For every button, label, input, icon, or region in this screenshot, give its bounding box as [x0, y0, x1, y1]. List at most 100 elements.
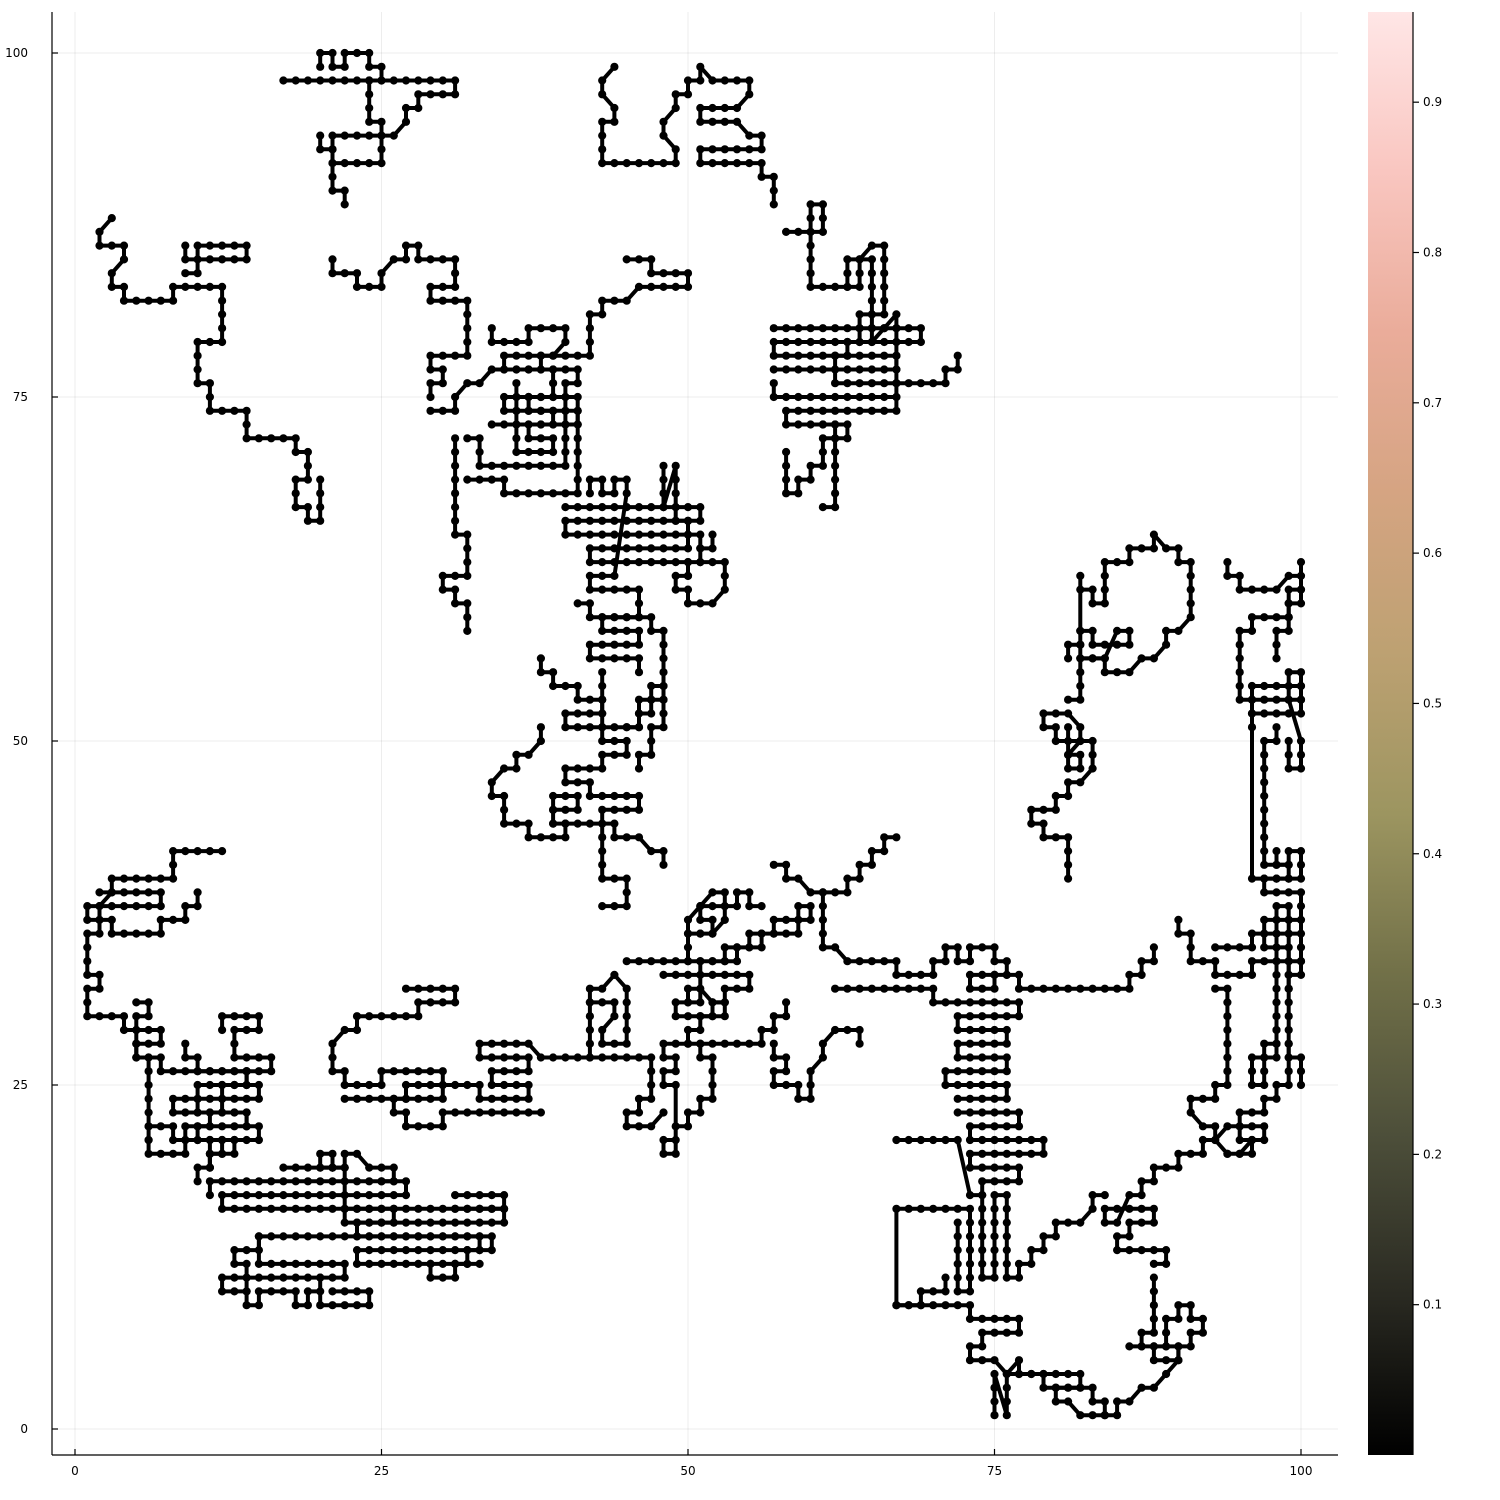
data-point: [426, 90, 435, 99]
data-point: [144, 1094, 153, 1103]
data-point: [647, 516, 656, 525]
data-point: [953, 943, 962, 952]
data-point: [463, 626, 472, 636]
data-point: [181, 902, 190, 911]
data-point: [965, 1342, 975, 1351]
data-point: [855, 324, 864, 333]
data-point: [451, 599, 460, 608]
data-point: [585, 1025, 595, 1035]
data-point: [475, 447, 484, 457]
data-point: [475, 1246, 484, 1255]
data-point: [1198, 1314, 1208, 1324]
data-point: [1002, 1053, 1011, 1062]
data-point: [782, 1080, 791, 1090]
data-point: [598, 503, 607, 512]
y-tick-label: 50: [13, 734, 28, 748]
data-point: [818, 365, 828, 374]
data-point: [1137, 1191, 1146, 1200]
data-point: [671, 475, 680, 484]
data-point: [549, 805, 558, 814]
data-point: [978, 1080, 987, 1090]
data-point: [1260, 709, 1269, 718]
data-point: [867, 860, 877, 869]
data-point: [524, 337, 533, 347]
data-point: [267, 1232, 276, 1241]
data-point: [622, 613, 631, 622]
data-point: [708, 76, 717, 85]
data-point: [1125, 640, 1134, 649]
data-point: [475, 1108, 484, 1117]
data-point: [1296, 599, 1306, 608]
data-point: [463, 599, 472, 608]
data-point: [83, 957, 92, 966]
data-point: [512, 447, 521, 457]
data-point: [671, 503, 680, 512]
data-point: [671, 1067, 680, 1076]
data-point: [978, 1135, 987, 1145]
data-point: [414, 1218, 423, 1227]
data-point: [1260, 585, 1269, 594]
data-point: [965, 1204, 975, 1213]
data-point: [708, 902, 717, 911]
data-point: [610, 970, 619, 980]
data-point: [561, 447, 570, 457]
data-point: [132, 1053, 141, 1062]
data-point: [732, 943, 742, 952]
data-point: [1260, 833, 1269, 842]
data-point: [782, 860, 791, 869]
data-point: [169, 1122, 178, 1131]
data-point: [512, 1094, 521, 1103]
data-point: [524, 406, 533, 415]
data-point: [1002, 1232, 1011, 1241]
data-point: [500, 365, 509, 374]
data-point: [855, 1039, 864, 1048]
data-point: [1125, 1397, 1134, 1406]
data-point: [475, 1232, 484, 1241]
data-point: [598, 558, 607, 567]
data-point: [500, 489, 509, 498]
data-point: [83, 943, 92, 952]
data-point: [451, 269, 460, 278]
data-point: [549, 324, 558, 333]
data-point: [328, 159, 337, 168]
data-point: [328, 1204, 337, 1213]
data-point: [328, 131, 337, 140]
data-point: [328, 1232, 337, 1241]
data-point: [1284, 957, 1293, 966]
data-point: [1247, 929, 1257, 938]
data-point: [352, 1301, 362, 1310]
data-point: [1174, 558, 1183, 567]
data-point: [463, 1259, 472, 1269]
data-point: [965, 943, 975, 952]
data-point: [205, 1067, 214, 1076]
data-point: [1272, 915, 1281, 925]
data-point: [193, 1122, 202, 1131]
data-point: [169, 874, 178, 883]
data-point: [990, 1328, 999, 1337]
data-point: [598, 131, 607, 140]
data-point: [107, 888, 116, 897]
data-point: [622, 805, 631, 814]
data-point: [254, 1191, 263, 1200]
data-point: [438, 1080, 447, 1090]
data-point: [806, 902, 815, 911]
series-31: [242, 1232, 349, 1296]
data-point: [647, 269, 656, 278]
data-point: [1260, 613, 1269, 622]
data-point: [536, 461, 546, 470]
data-point: [205, 1108, 214, 1117]
data-point: [683, 558, 693, 567]
data-point: [892, 984, 901, 993]
data-point: [524, 420, 533, 429]
data-point: [892, 310, 901, 319]
data-point: [549, 365, 558, 374]
series-51: [1186, 984, 1269, 1158]
data-point: [683, 1122, 693, 1131]
data-point: [1272, 888, 1281, 897]
data-point: [1272, 902, 1281, 911]
data-point: [291, 447, 300, 457]
data-point: [1113, 668, 1122, 677]
data-point: [622, 159, 631, 168]
data-point: [1039, 1232, 1048, 1241]
data-point: [512, 1053, 521, 1062]
